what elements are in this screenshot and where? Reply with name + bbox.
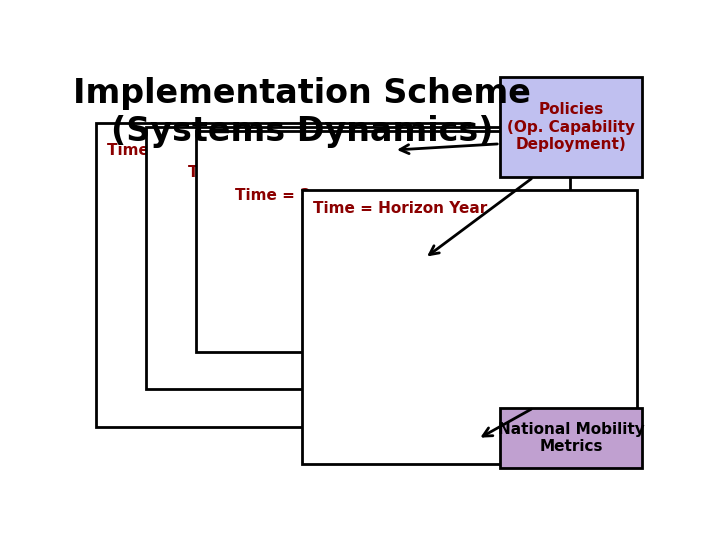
Bar [500,77,642,177]
Text: Time = 1: Time = 1 [188,165,264,180]
Bar [145,127,520,389]
Bar [500,408,642,468]
Bar [196,131,570,352]
Text: Time = Horizon Year: Time = Horizon Year [313,201,487,216]
Bar [302,190,636,464]
Text: Implementation Scheme
(Systems Dynamics): Implementation Scheme (Systems Dynamics) [73,77,531,148]
Text: National Mobility
Metrics: National Mobility Metrics [498,422,644,454]
Text: Time = Base Year: Time = Base Year [107,143,256,158]
Text: Time = 2: Time = 2 [235,188,311,203]
Text: Policies
(Op. Capability
Deployment): Policies (Op. Capability Deployment) [508,102,635,152]
Bar [96,123,469,427]
